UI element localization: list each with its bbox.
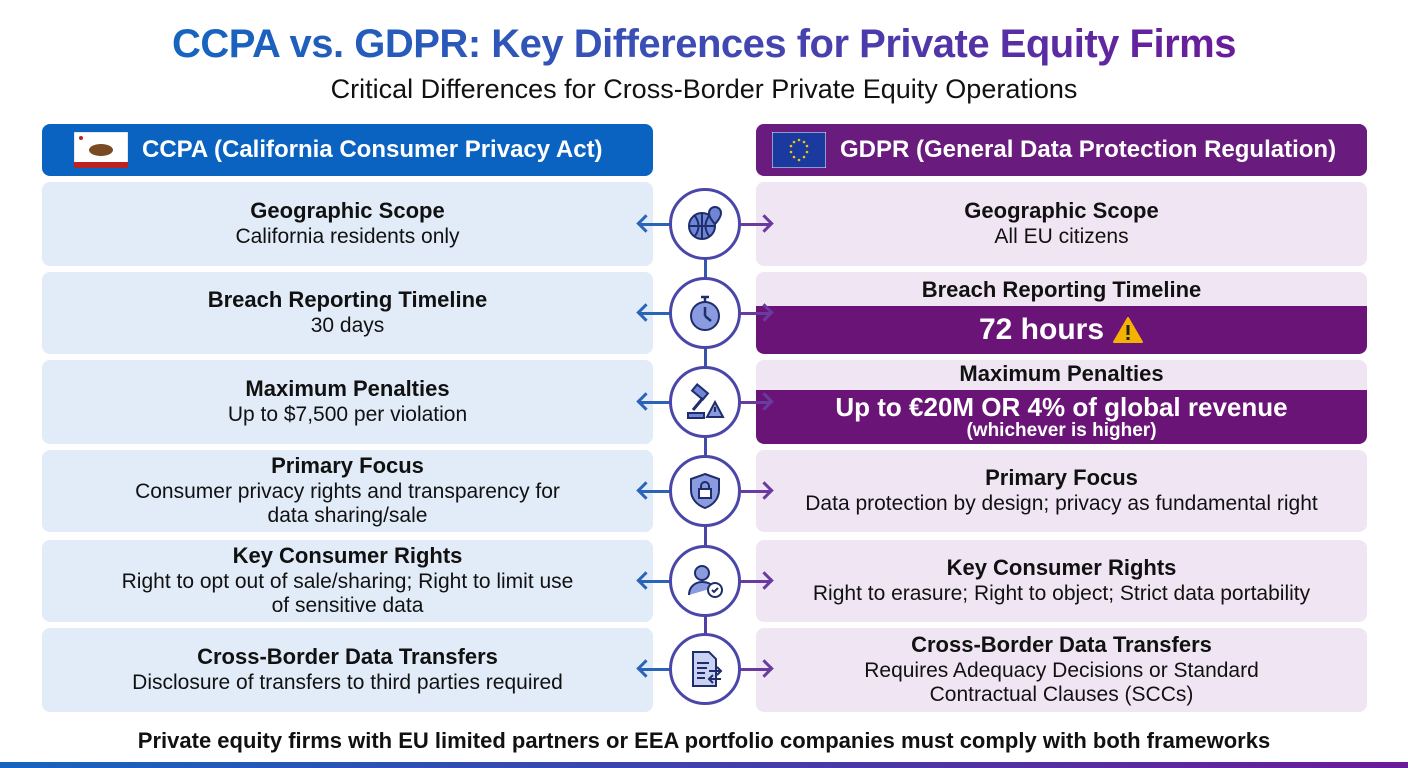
arrow-right bbox=[740, 668, 770, 671]
arrow-right bbox=[740, 490, 770, 493]
gdpr-card-geographic-scope: Geographic Scope All EU citizens bbox=[756, 182, 1367, 266]
user-check-icon bbox=[669, 545, 741, 617]
eu-flag-icon bbox=[772, 132, 826, 168]
warning-icon bbox=[1113, 317, 1144, 343]
gdpr-card-primary-focus: Primary Focus Data protection by design; … bbox=[756, 450, 1367, 532]
gdpr-penalty-note: (whichever is higher) bbox=[966, 420, 1157, 441]
arrow-right bbox=[740, 401, 770, 404]
arrow-left bbox=[640, 223, 670, 226]
gdpr-penalty-value: Up to €20M OR 4% of global revenue bbox=[835, 392, 1288, 422]
gdpr-card-cross-border: Cross-Border Data Transfers Requires Adeq… bbox=[756, 628, 1367, 712]
arrow-right bbox=[740, 223, 770, 226]
shield-lock-icon bbox=[669, 455, 741, 527]
page-subtitle: Critical Differences for Cross-Border Pr… bbox=[330, 74, 1078, 104]
gdpr-header: GDPR (General Data Protection Regulation… bbox=[756, 124, 1367, 176]
gdpr-card-breach-timeline: Breach Reporting Timeline 72 hours bbox=[756, 272, 1367, 354]
bottom-gradient-bar bbox=[0, 762, 1408, 768]
ccpa-header-label: CCPA (California Consumer Privacy Act) bbox=[142, 136, 603, 163]
arrow-left bbox=[640, 580, 670, 583]
ccpa-card-primary-focus: Primary Focus Consumer privacy rights and… bbox=[42, 450, 653, 532]
center-connector-line bbox=[704, 200, 707, 680]
ccpa-header: CCPA (California Consumer Privacy Act) bbox=[42, 124, 653, 176]
gdpr-card-penalties: Maximum Penalties Up to €20M OR 4% of gl… bbox=[756, 360, 1367, 444]
arrow-left bbox=[640, 312, 670, 315]
ccpa-card-breach-timeline: Breach Reporting Timeline 30 days bbox=[42, 272, 653, 354]
ccpa-card-cross-border: Cross-Border Data Transfers Disclosure of… bbox=[42, 628, 653, 712]
arrow-left bbox=[640, 401, 670, 404]
arrow-left bbox=[640, 490, 670, 493]
gdpr-card-consumer-rights: Key Consumer Rights Right to erasure; Rig… bbox=[756, 540, 1367, 622]
arrow-left bbox=[640, 668, 670, 671]
gdpr-breach-value: 72 hours bbox=[978, 313, 1105, 346]
stopwatch-icon bbox=[669, 277, 741, 349]
california-flag-icon bbox=[74, 132, 128, 168]
globe-location-icon bbox=[669, 188, 741, 260]
arrow-right bbox=[740, 312, 770, 315]
ccpa-card-geographic-scope: Geographic Scope California residents onl… bbox=[42, 182, 653, 266]
arrow-right bbox=[740, 580, 770, 583]
gdpr-header-label: GDPR (General Data Protection Regulation… bbox=[840, 136, 1337, 163]
gavel-warning-icon bbox=[669, 366, 741, 438]
ccpa-card-penalties: Maximum Penalties Up to $7,500 per violat… bbox=[42, 360, 653, 444]
footer-note: Private equity firms with EU limited par… bbox=[137, 728, 1271, 753]
document-transfer-icon bbox=[669, 633, 741, 705]
ccpa-card-consumer-rights: Key Consumer Rights Right to opt out of s… bbox=[42, 540, 653, 622]
page-title: CCPA vs. GDPR: Key Differences for Priva… bbox=[172, 22, 1236, 66]
